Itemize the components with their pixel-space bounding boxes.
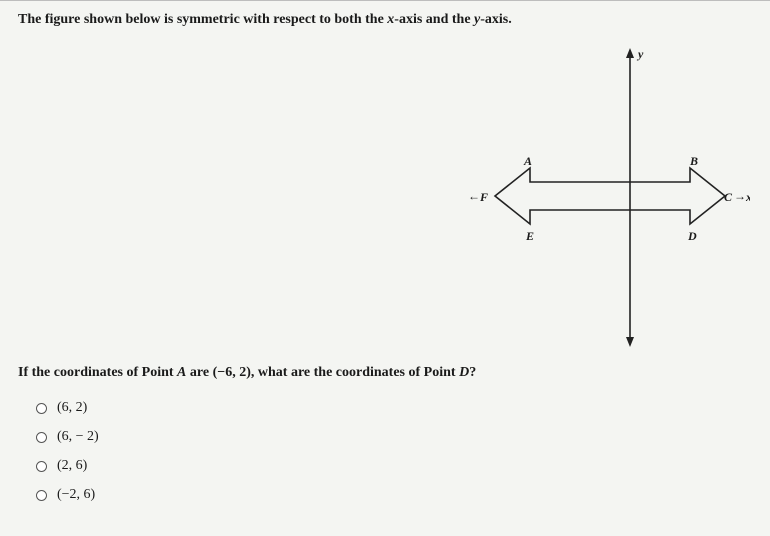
label-x: x [745, 190, 750, 204]
option-label: (6, − 2) [57, 429, 99, 445]
double-arrow-shape [495, 168, 725, 224]
q-mid1: are [186, 365, 212, 380]
label-D: D [687, 229, 697, 243]
top-divider [0, 0, 770, 1]
question-text: If the coordinates of Point A are (−6, 2… [18, 365, 476, 381]
option-1[interactable]: (6, − 2) [36, 429, 99, 445]
q-prefix: If the coordinates of Point [18, 365, 177, 380]
option-label: (−2, 6) [57, 487, 95, 503]
intro-prefix: The figure shown below is symmetric with… [18, 12, 387, 27]
q-suffix: ? [469, 365, 476, 380]
option-2[interactable]: (2, 6) [36, 458, 99, 474]
option-0[interactable]: (6, 2) [36, 400, 99, 416]
label-C: C [724, 190, 733, 204]
figure-diagram: y ← F C → x A B E D [450, 40, 750, 350]
label-A: A [523, 154, 532, 168]
option-3[interactable]: (−2, 6) [36, 487, 99, 503]
f-arrow-left: ← [468, 189, 480, 203]
radio-icon [36, 461, 47, 472]
radio-icon [36, 490, 47, 501]
label-B: B [689, 154, 698, 168]
q-mid2: what are the coordinates of Point [254, 365, 459, 380]
q-coordsA: (−6, 2), [213, 365, 255, 380]
y-axis-arrow-up [626, 48, 634, 58]
radio-icon [36, 403, 47, 414]
c-arrow-right: → [734, 189, 746, 203]
label-F: F [479, 190, 488, 204]
options-list: (6, 2) (6, − 2) (2, 6) (−2, 6) [36, 400, 99, 516]
y-axis-arrow-down [626, 337, 634, 347]
label-E: E [525, 229, 534, 243]
arrow-figure-svg: y ← F C → x A B E D [450, 40, 750, 350]
q-pointA: A [177, 365, 186, 380]
intro-suffix: -axis. [480, 12, 512, 27]
intro-mid: -axis and the [394, 12, 474, 27]
radio-icon [36, 432, 47, 443]
option-label: (2, 6) [57, 458, 87, 474]
intro-text: The figure shown below is symmetric with… [18, 12, 752, 28]
option-label: (6, 2) [57, 400, 87, 416]
y-axis-label: y [636, 47, 644, 61]
q-pointD: D [459, 365, 469, 380]
